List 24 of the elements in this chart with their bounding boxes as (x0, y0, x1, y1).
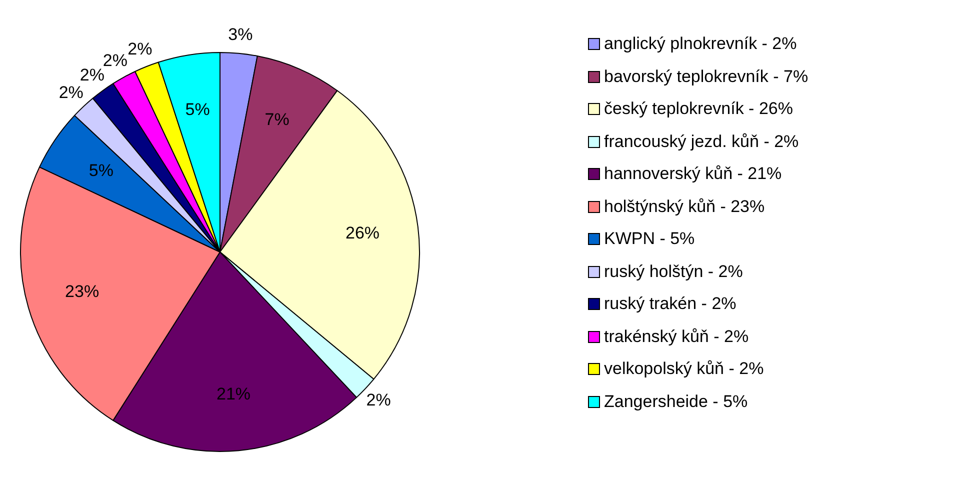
data-label: 5% (185, 100, 210, 119)
data-label: 23% (65, 282, 100, 301)
legend-label: trakénský kůň - 2% (604, 326, 749, 347)
legend-label: anglický plnokrevník - 2% (604, 34, 797, 54)
data-label: 2% (128, 39, 152, 58)
legend-label: francouský jezd. kůň - 2% (604, 132, 799, 152)
data-label: 2% (102, 51, 128, 70)
data-label: 2% (366, 390, 391, 410)
legend-label: holštýnský kůň - 23% (604, 196, 765, 217)
legend-label: ruský trakén - 2% (604, 294, 736, 314)
data-label: 7% (264, 110, 290, 129)
legend-label: KWPN - 5% (604, 229, 695, 250)
legend-label: hannoverský kůň - 21% (604, 164, 782, 184)
legend-label: bavorský teplokrevník - 7% (604, 66, 808, 87)
legend-label: ruský holštýn - 2% (604, 262, 743, 282)
data-label: 2% (58, 83, 84, 102)
data-label: 21% (216, 384, 251, 404)
legend-label: velkopolský kůň - 2% (604, 359, 764, 380)
legend-label: český teplokrevník - 26% (604, 99, 793, 120)
data-label: 5% (88, 160, 114, 180)
data-label: 26% (345, 224, 380, 243)
legend-label: Zangersheide - 5% (604, 392, 748, 412)
data-label: 3% (228, 25, 253, 44)
data-label: 2% (80, 66, 104, 85)
